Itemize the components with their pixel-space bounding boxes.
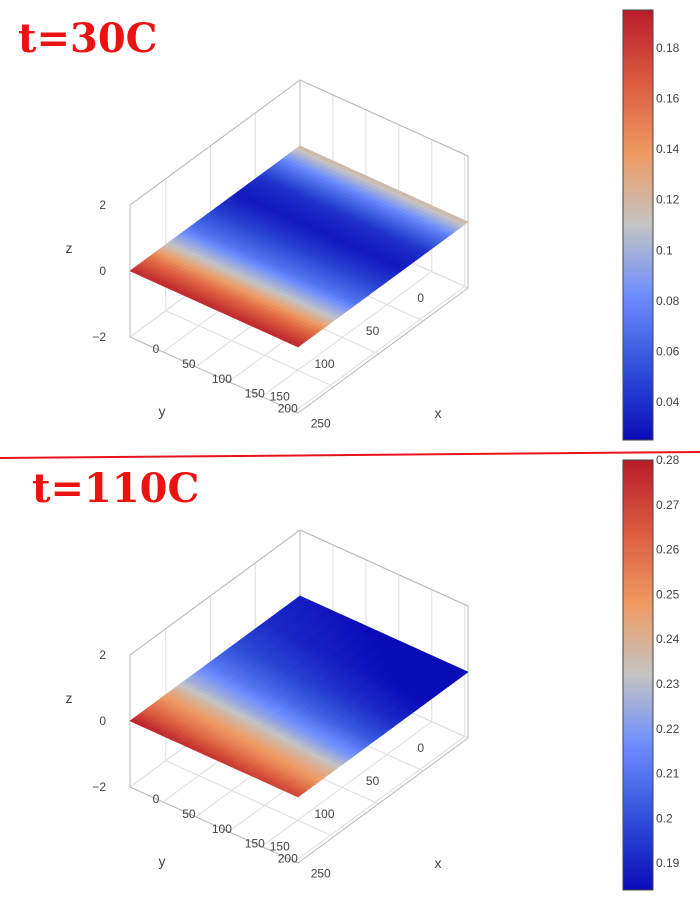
x-tick-label: 200 [278,402,298,416]
x-tick-label: 100 [212,822,232,836]
y-tick-label: 0 [417,291,424,305]
colorbar-tick-label: 0.12 [656,193,680,207]
chart-title: t=110C [32,465,199,512]
chart-panel-1: 050100150200250050100150−202xyzt=30C0.04… [18,9,680,441]
colorbar-tick-label: 0.24 [656,632,680,646]
surface-plot [129,145,469,348]
y-tick-label: 100 [314,357,334,371]
z-tick-label: −2 [92,780,106,794]
floor-gridline-x [261,271,433,398]
x-axis-title: x [435,405,442,421]
colorbar-tick-label: 0.06 [656,344,680,358]
colorbar-gradient [622,459,654,891]
x-tick-label: 250 [311,417,331,431]
box-edge [299,79,469,157]
floor-gridline-x [261,721,433,848]
colorbar-tick-label: 0.26 [656,543,680,557]
box-edge [297,287,469,414]
colorbar-tick-label: 0.14 [656,142,680,156]
z-tick-label: −2 [92,330,106,344]
floor-gridline-x [294,736,466,862]
z-tick-label: 0 [99,714,106,728]
x-tick-label: 150 [245,837,265,851]
x-tick-label: 0 [153,792,160,806]
colorbar-tick-label: 0.2 [656,811,673,825]
x-tick-label: 150 [245,387,265,401]
floor-gridline-y [165,760,334,838]
axis-titles: x y z [66,240,442,421]
colorbar-tick-label: 0.19 [656,856,680,870]
y-tick-label: 100 [314,807,334,821]
colorbar-tick-label: 0.25 [656,587,680,601]
y-tick-label: 50 [366,774,380,788]
colorbar-tick-label: 0.1 [656,243,673,257]
box-edge [129,336,299,414]
x-tick-label: 250 [311,867,331,881]
x-axis-title: x [435,855,442,871]
colorbar-tick-label: 0.08 [656,294,680,308]
axis-titles: x y z [66,690,442,871]
chart-panel-2: 050100150200250050100150−202xyzt=110C0.1… [32,453,680,891]
z-tick-label: 0 [99,264,106,278]
z-axis-title: z [66,690,73,706]
x-tick-label: 50 [182,357,196,371]
panel-divider-line [0,451,700,459]
box-edge [129,529,301,656]
colorbar-tick-label: 0.27 [656,498,680,512]
colorbar-tick-label: 0.28 [656,453,680,467]
colorbar-tick-label: 0.18 [656,41,680,55]
surface-cell [283,788,302,798]
z-axis-title: z [66,240,73,256]
y-tick-label: 50 [366,324,380,338]
y-axis-title: y [159,853,166,869]
surface-cell [283,338,302,348]
colorbar-gradient [622,9,654,441]
colorbar: 0.04 0.06 0.08 0.1 0.12 0.14 0.16 0.18 [622,9,680,441]
colorbar-tick-label: 0.04 [656,395,680,409]
colorbar-tick-label: 0.22 [656,722,680,736]
x-tick-label: 200 [278,852,298,866]
x-tick-label: 100 [212,372,232,386]
colorbar: 0.19 0.2 0.21 0.22 0.23 0.24 0.25 0.26 0.27 0.28 [622,453,680,891]
floor-gridline-y [165,310,334,388]
z-tick-label: 2 [99,198,106,212]
y-axis-title: y [159,403,166,419]
y-tick-label: 150 [270,840,290,854]
z-tick-label: 2 [99,648,106,662]
box-edge [299,529,469,607]
chart-title: t=30C [18,15,158,62]
colorbar-tick-label: 0.23 [656,677,680,691]
box-edge [297,737,469,864]
y-tick-label: 150 [270,390,290,404]
y-tick-label: 0 [417,741,424,755]
x-tick-label: 0 [153,342,160,356]
x-tick-label: 50 [182,807,196,821]
colorbar-tick-label: 0.21 [656,767,680,781]
box-edge [129,79,301,206]
box-edge [129,786,299,864]
floor-gridline-x [294,286,466,412]
colorbar-tick-label: 0.16 [656,92,680,106]
surface-plot [129,595,469,798]
